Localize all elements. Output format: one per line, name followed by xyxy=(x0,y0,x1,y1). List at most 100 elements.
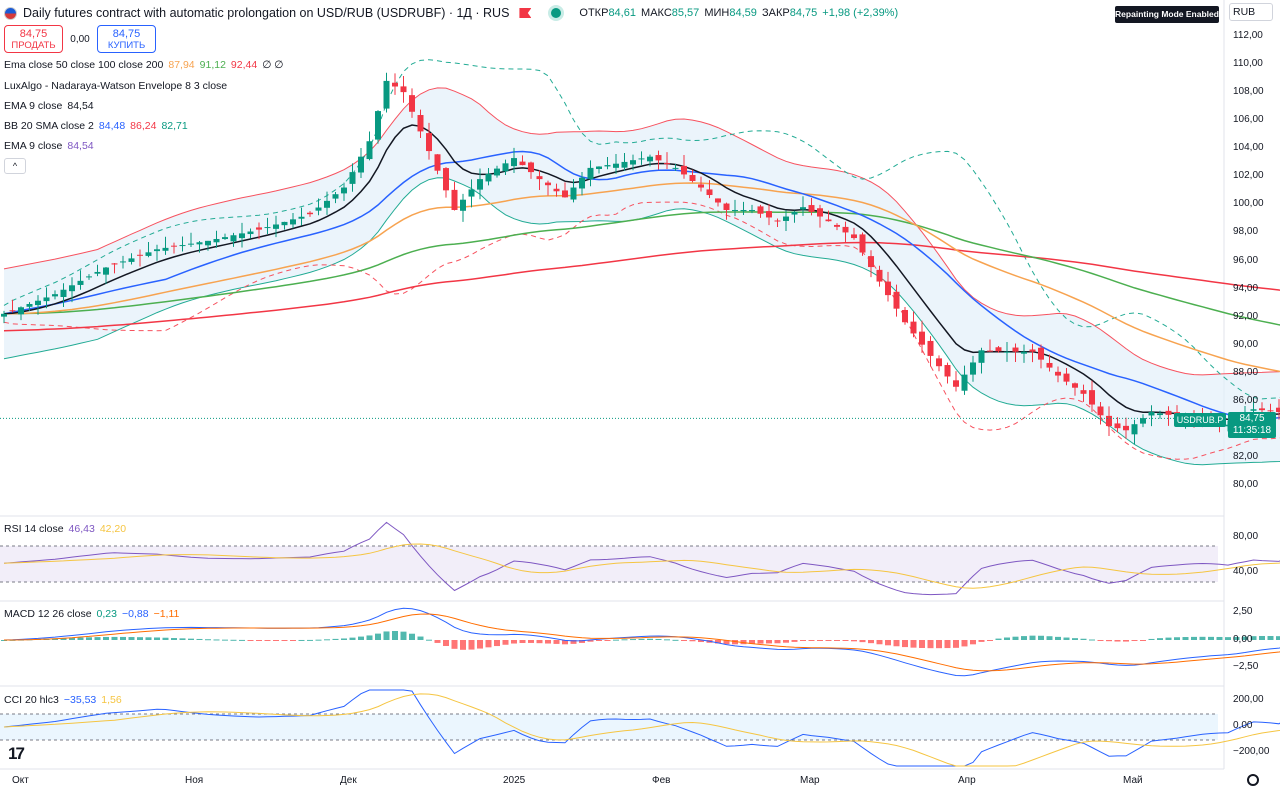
collapse-legend-button[interactable]: ^ xyxy=(4,158,26,174)
macd-hist-56 xyxy=(477,640,483,649)
cci-band xyxy=(0,714,1218,740)
tradingview-logo[interactable]: 17 xyxy=(8,744,25,763)
macd-hist-14 xyxy=(120,636,126,640)
macd-hist-69 xyxy=(587,640,594,642)
macd-hist-88 xyxy=(749,640,755,644)
currency-selector[interactable]: RUB xyxy=(1229,3,1273,21)
candle-body-92 xyxy=(783,216,789,221)
macd-hist-73 xyxy=(621,639,628,641)
candle-body-96 xyxy=(817,208,823,217)
macd-hist-19 xyxy=(162,637,169,640)
candle-body-18 xyxy=(154,249,160,252)
price-tick: 100,00 xyxy=(1233,198,1264,210)
candle-body-97 xyxy=(825,219,832,222)
time-label: Дек xyxy=(340,775,357,786)
macd-hist-62 xyxy=(528,640,534,643)
macd-hist-61 xyxy=(519,640,526,644)
macd-hist-108 xyxy=(919,640,925,648)
ema9-line xyxy=(3,124,1280,421)
bookmark-flag-icon[interactable] xyxy=(519,8,532,18)
price-tick: 96,00 xyxy=(1233,254,1259,266)
macd-hist-133 xyxy=(1131,640,1138,641)
candle-body-39 xyxy=(332,194,339,199)
macd-hist-39 xyxy=(332,638,339,640)
candle-body-54 xyxy=(460,199,466,211)
legend-macd[interactable]: MACD 12 26 close 0,23 −0,88 −1,11 xyxy=(4,608,180,620)
candle-body-38 xyxy=(324,200,330,208)
candle-body-70 xyxy=(596,166,602,170)
price-tick: 110,00 xyxy=(1233,58,1263,70)
macd-hist-140 xyxy=(1191,636,1197,640)
ema100-line xyxy=(4,211,1280,326)
macd-hist-142 xyxy=(1208,636,1214,640)
indicator-tick: 200,00 xyxy=(1233,694,1264,705)
macd-hist-149 xyxy=(1267,636,1274,640)
time-label: Апр xyxy=(958,775,976,786)
candle-body-33 xyxy=(281,221,288,226)
symbol-title[interactable]: Daily futures contract with automatic pr… xyxy=(23,6,510,20)
macd-hist-29 xyxy=(247,640,254,641)
macd-hist-35 xyxy=(298,639,305,641)
candle-body-98 xyxy=(834,224,840,227)
candle-body-105 xyxy=(893,291,900,309)
macd-hist-64 xyxy=(545,640,551,644)
candle-body-131 xyxy=(1114,423,1121,429)
candle-body-68 xyxy=(579,177,585,189)
legend-bollinger[interactable]: BB 20 SMA close 2 84,48 86,24 82,71 xyxy=(4,120,188,132)
legend-ema9-b[interactable]: EMA 9 close 84,54 xyxy=(4,140,94,152)
candle-body-133 xyxy=(1131,424,1138,435)
candle-body-66 xyxy=(562,190,568,198)
indicator-tick: 0,00 xyxy=(1233,720,1253,731)
macd-hist-90 xyxy=(766,640,772,644)
macd-hist-42 xyxy=(358,636,364,640)
macd-hist-147 xyxy=(1250,636,1257,640)
macd-signal-line xyxy=(4,613,1280,672)
macd-hist-103 xyxy=(876,640,883,645)
legend-ema9-a[interactable]: EMA 9 close 84,54 xyxy=(4,100,94,112)
time-label: 2025 xyxy=(503,775,526,786)
macd-hist-124 xyxy=(1055,636,1061,640)
sell-button[interactable]: 84,75 ПРОДАТЬ xyxy=(4,25,63,53)
candle-body-7 xyxy=(60,289,67,297)
macd-hist-89 xyxy=(757,640,764,644)
candle-body-149 xyxy=(1267,410,1274,412)
candle-body-124 xyxy=(1055,371,1061,376)
macd-hist-93 xyxy=(791,640,798,642)
macd-hist-15 xyxy=(128,637,135,640)
candle-body-16 xyxy=(137,254,143,256)
legend-nadaraya-watson[interactable]: LuxAlgo - Nadaraya-Watson Envelope 8 3 c… xyxy=(4,80,228,92)
macd-hist-131 xyxy=(1114,640,1121,642)
macd-hist-31 xyxy=(264,640,271,641)
buy-button[interactable]: 84,75 КУПИТЬ xyxy=(97,25,156,53)
macd-hist-54 xyxy=(460,640,466,650)
indicator-tick: 0,00 xyxy=(1233,634,1253,645)
settings-icon[interactable] xyxy=(1247,774,1259,786)
macd-hist-116 xyxy=(987,640,993,641)
candle-body-77 xyxy=(655,155,662,161)
candle-body-118 xyxy=(1004,351,1010,353)
macd-hist-110 xyxy=(936,640,942,649)
price-tick: 86,00 xyxy=(1233,394,1259,406)
macd-hist-26 xyxy=(222,639,228,641)
candle-body-111 xyxy=(944,365,951,377)
macd-hist-104 xyxy=(885,640,891,646)
macd-hist-121 xyxy=(1029,635,1036,640)
macd-hist-123 xyxy=(1046,636,1053,640)
macd-hist-45 xyxy=(383,631,390,640)
candle-body-25 xyxy=(213,238,220,243)
macd-hist-77 xyxy=(655,638,662,640)
macd-hist-24 xyxy=(205,639,211,641)
candle-body-41 xyxy=(349,172,356,184)
candle-body-0 xyxy=(1,313,7,317)
nw-envelope-fill xyxy=(4,87,1280,465)
macd-hist-128 xyxy=(1089,639,1095,641)
candle-body-112 xyxy=(953,380,959,387)
legend-ema[interactable]: Ema close 50 close 100 close 200 87,94 91,… xyxy=(4,59,284,71)
candle-body-119 xyxy=(1012,347,1019,352)
candle-body-87 xyxy=(740,209,747,212)
candle-body-125 xyxy=(1063,373,1070,382)
macd-hist-49 xyxy=(417,636,424,640)
legend-cci[interactable]: CCI 20 hlc3 −35,53 1,56 xyxy=(4,694,122,706)
legend-rsi[interactable]: RSI 14 close 46,43 42,20 xyxy=(4,523,127,535)
